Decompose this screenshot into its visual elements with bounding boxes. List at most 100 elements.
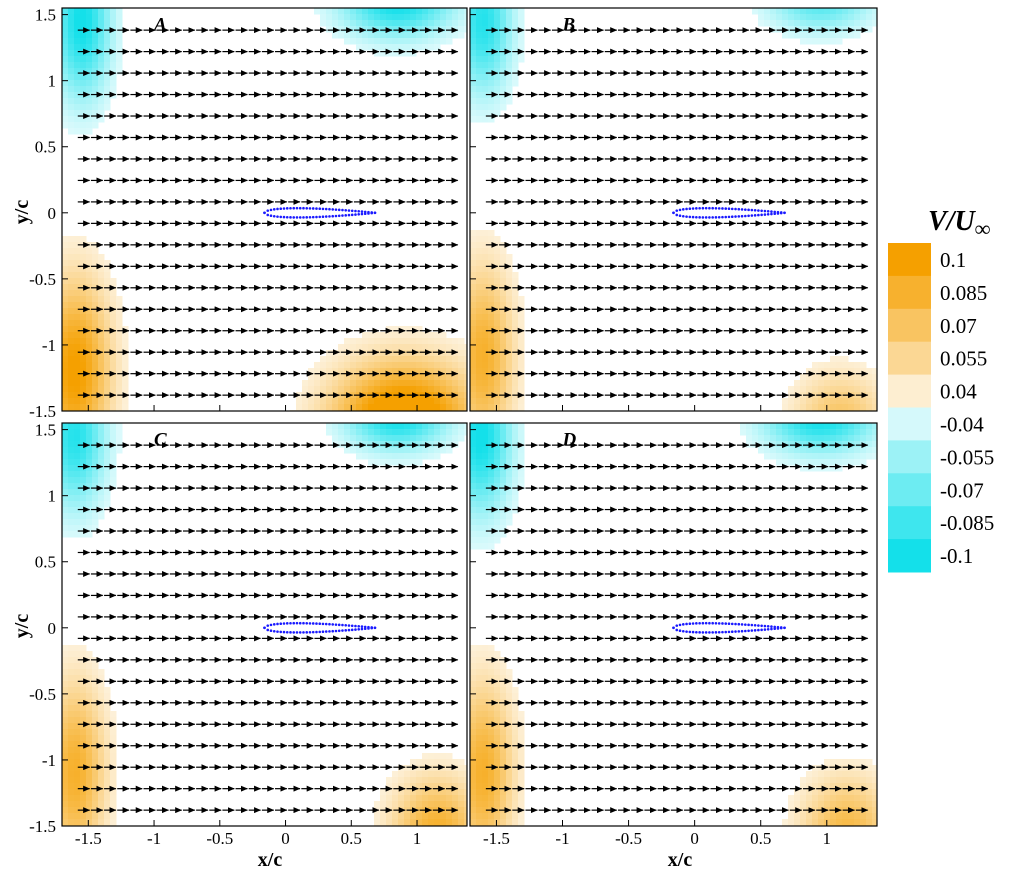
airfoil-point [315,630,318,634]
airfoil-point [766,628,770,631]
airfoil-point [298,621,302,625]
airfoil-point [334,208,338,211]
airfoil-point [757,628,760,632]
airfoil-point [269,623,273,627]
y-tick-label: 0.5 [35,138,56,157]
colorbar: 0.1 0.085 0.07 0.055 0.04 -0.04 -0.055 -0.07 -0.… [888,243,994,573]
airfoil-point [779,626,783,630]
airfoil-point [753,208,757,212]
y-tick-label: -1 [42,751,56,770]
airfoil-point [321,207,325,211]
airfoil-point [357,628,361,631]
airfoil-point [318,207,322,211]
y-tick-label: -0.5 [29,270,56,289]
airfoil-point [350,209,354,213]
airfoil-point [721,630,724,634]
vector-field [77,442,459,814]
airfoil-point [770,212,773,216]
airfoil-point [724,630,728,634]
airfoil-point [688,207,692,211]
airfoil-point [734,622,737,626]
airfoil-point [685,207,688,211]
airfoil-point [750,208,754,212]
airfoil-point [678,629,682,633]
airfoil-point [318,215,322,219]
airfoil-point [305,206,309,210]
y-tick-label: 0.5 [35,553,56,572]
airfoil-point [763,628,767,631]
airfoil-point [276,215,279,218]
airfoil-point [773,627,777,631]
airfoil-point [704,206,708,210]
airfoil-point [734,630,737,633]
airfoil-point [308,622,312,625]
airfoil-point [324,622,328,626]
airfoil-point [717,207,721,210]
y-axis-label-bottom: y/c [11,614,33,639]
airfoil-point [341,214,344,217]
airfoil-point [688,215,692,219]
airfoil-point [318,622,322,626]
airfoil-point [321,215,325,219]
airfoil-point [308,215,312,219]
airfoil-point [688,622,692,626]
airfoil-point [263,211,266,215]
colorbar-label: 0.1 [940,248,966,272]
airfoil-point [266,624,270,627]
airfoil-point [305,631,309,634]
plot-area [470,8,877,411]
x-tick-label: 0 [690,829,699,848]
colorbar-label: -0.07 [940,478,984,502]
airfoil-point [747,629,750,633]
airfoil-point [298,631,302,634]
airfoil-point [708,206,711,210]
y-tick-label: 0 [48,204,57,223]
y-axis-label-top: y/c [11,200,33,225]
airfoil-point [315,622,318,625]
airfoil-point [272,623,276,626]
airfoil-point [357,213,361,216]
airfoil-point [302,621,305,625]
airfoil-point [289,631,292,634]
airfoil-point [363,627,367,631]
airfoil-point [269,208,273,212]
airfoil-point [276,207,279,211]
airfoil-point [311,207,315,210]
airfoil-point [783,211,786,215]
airfoil-point [753,214,757,217]
y-tick-label: -1.5 [29,817,56,836]
airfoil-point [753,623,757,627]
colorbar-title: V/U∞ [928,206,991,241]
colorbar-title-main: V/U [928,206,976,237]
airfoil-point [721,207,724,210]
airfoil-point [298,206,302,210]
airfoil [263,621,377,634]
vector-field [485,27,869,399]
airfoil-point [331,629,335,633]
airfoil-point [727,215,731,219]
airfoil-point [691,630,695,634]
airfoil-point [730,215,734,219]
airfoil-point [292,621,296,625]
airfoil-point [730,630,734,634]
airfoil-point [766,624,770,628]
airfoil-point [701,621,705,625]
airfoil-point [757,624,760,627]
colorbar-label: -0.04 [940,413,984,437]
airfoil-point [295,631,299,634]
y-tick-label: 1.5 [35,6,56,25]
airfoil-point [727,622,731,626]
airfoil-point [344,208,348,212]
airfoil-point [708,216,711,219]
airfoil-point [282,215,286,219]
airfoil-point [770,210,773,213]
colorbar-swatch [888,243,931,277]
x-tick-label: 1 [823,829,832,848]
airfoil-point [744,214,747,218]
airfoil-point [370,626,374,630]
airfoil-point [681,208,685,211]
airfoil-point [292,631,296,634]
airfoil-point [717,630,721,634]
colorbar-label: -0.1 [940,544,973,568]
airfoil-point [760,209,763,213]
